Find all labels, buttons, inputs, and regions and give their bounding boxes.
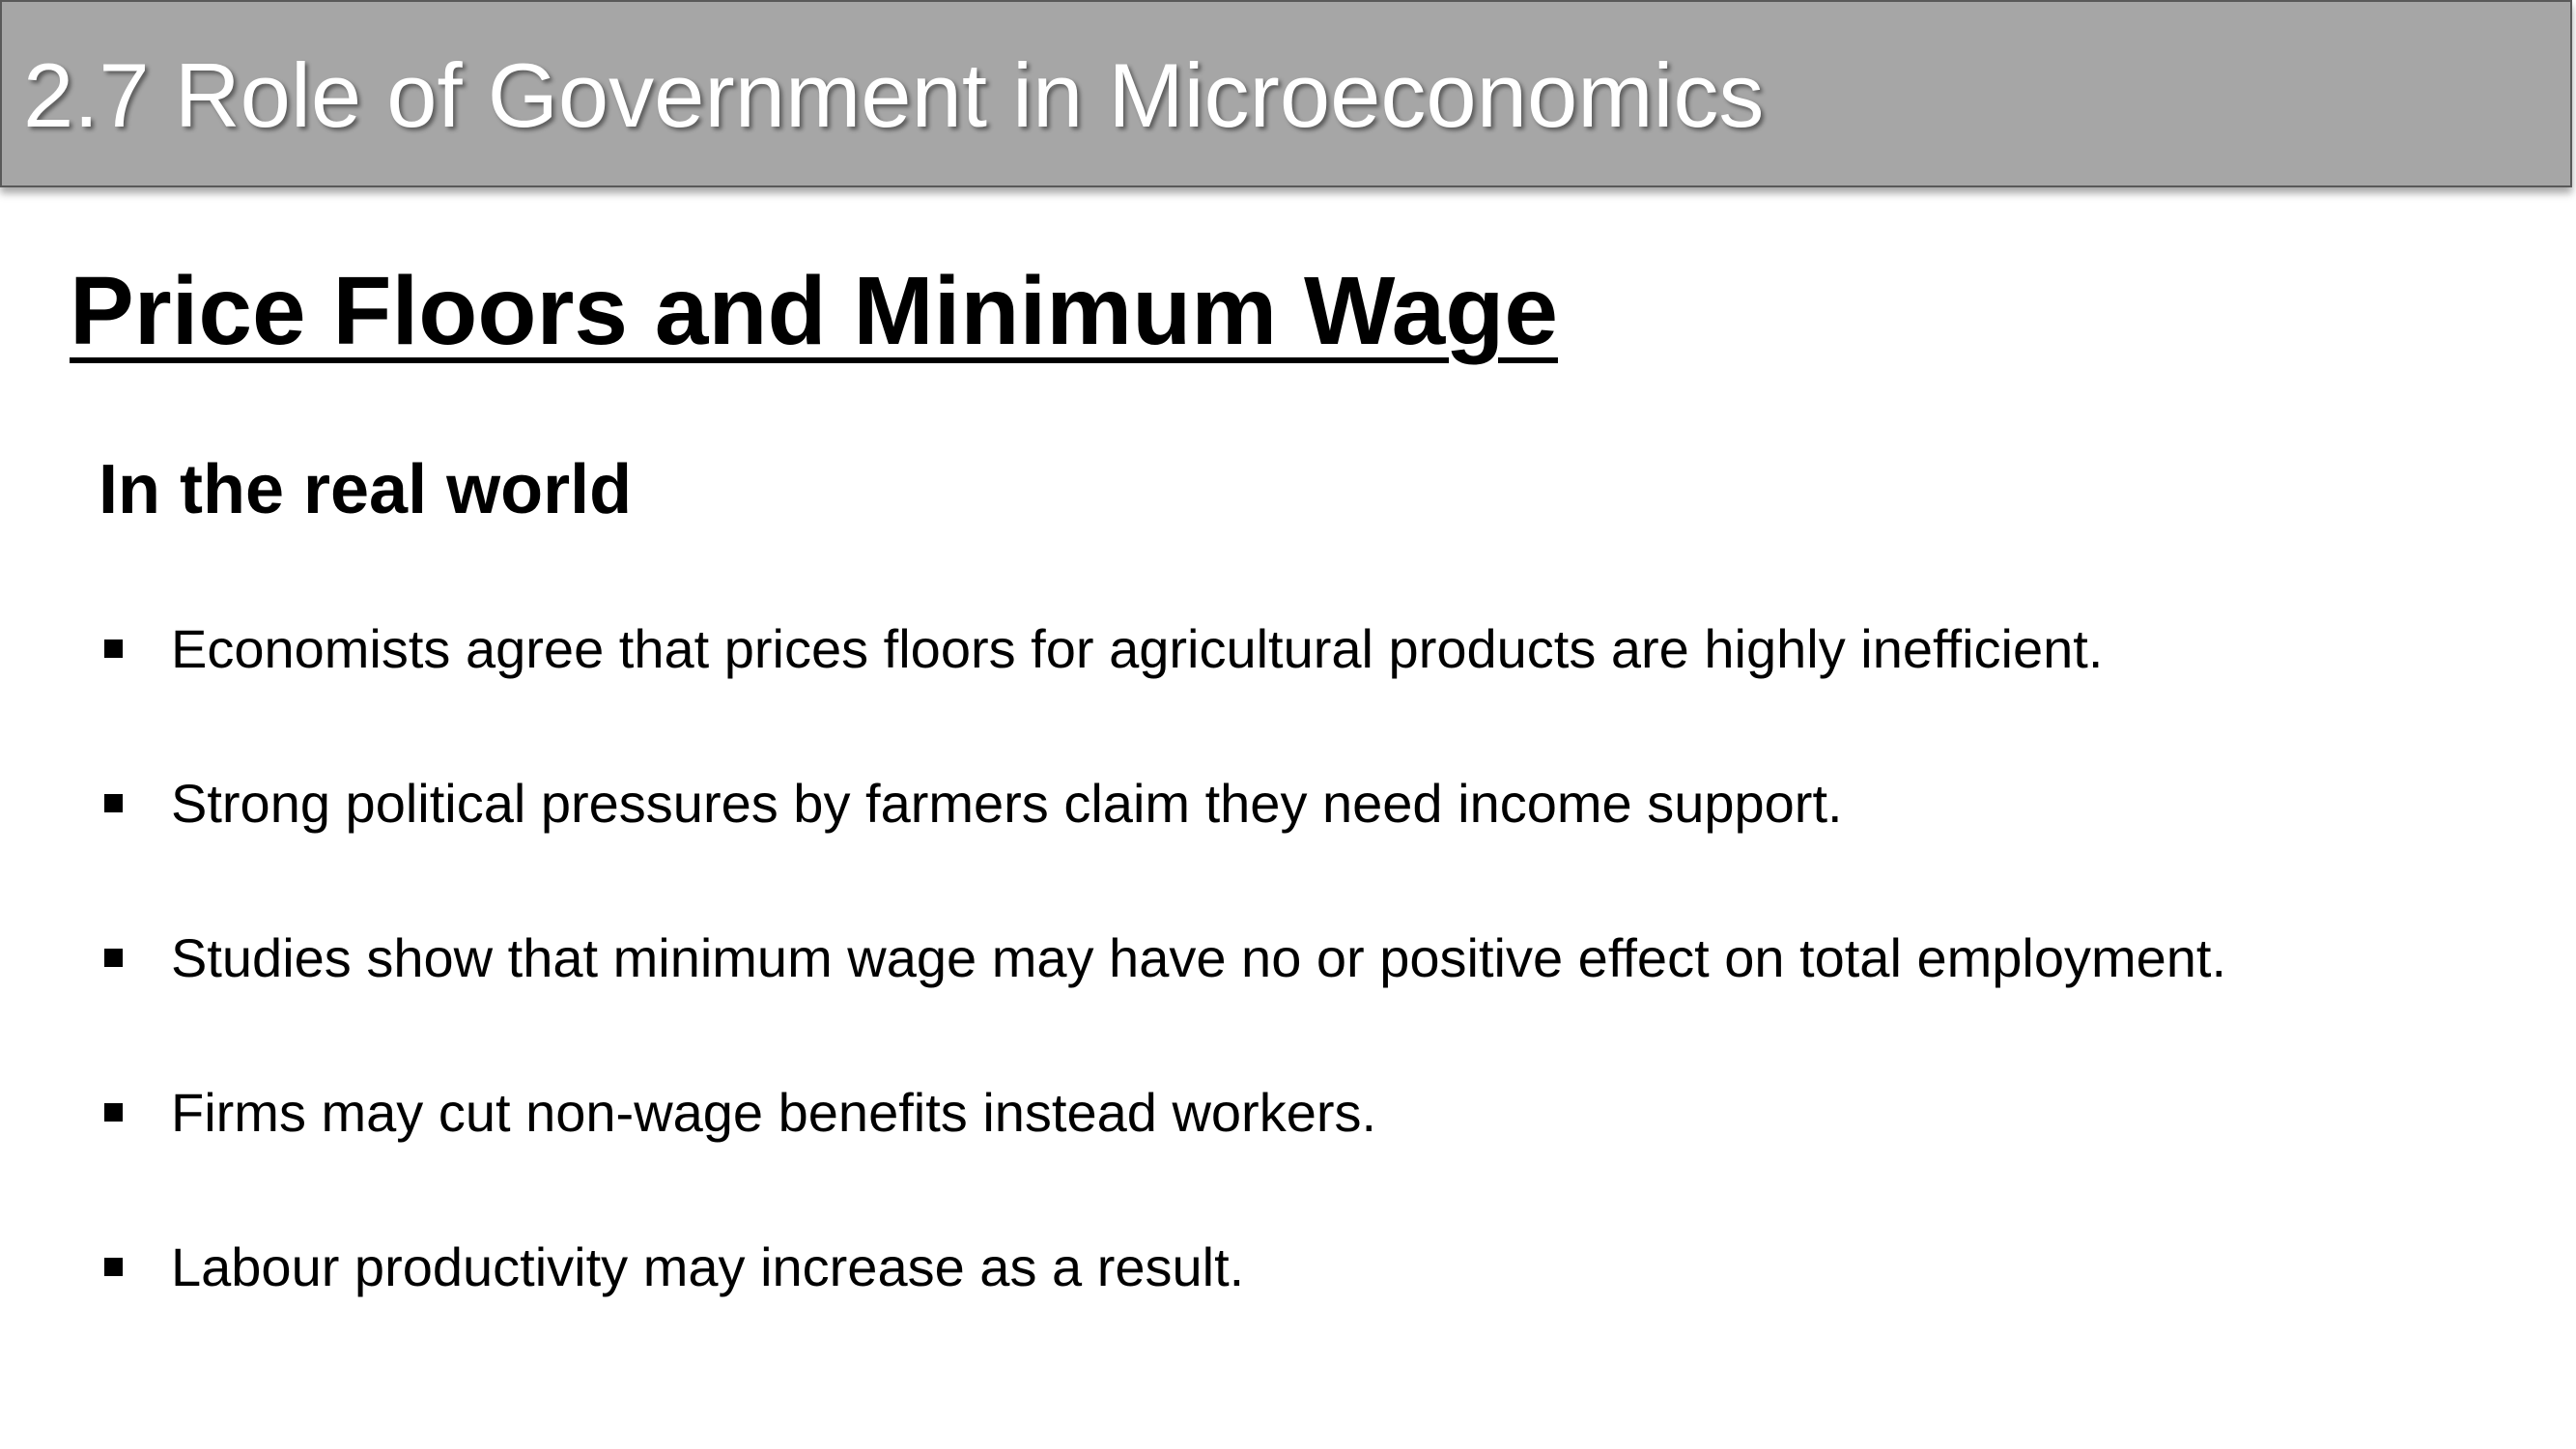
header-bar: 2.7 Role of Government in Microeconomics — [0, 0, 2572, 187]
bullet-text: Firms may cut non-wage benefits instead … — [171, 1082, 1377, 1143]
slide-title: 2.7 Role of Government in Microeconomics — [23, 44, 1765, 146]
bullet-item: Labour productivity may increase as a re… — [97, 1229, 2226, 1383]
bullet-text: Strong political pressures by farmers cl… — [171, 773, 1843, 834]
section-title: Price Floors and Minimum Wage — [70, 257, 1558, 365]
bullet-text: Economists agree that prices floors for … — [171, 618, 2104, 679]
square-bullet-icon — [104, 639, 123, 658]
square-bullet-icon — [104, 949, 123, 967]
bullet-item: Strong political pressures by farmers cl… — [97, 765, 2226, 920]
square-bullet-icon — [104, 794, 123, 812]
square-bullet-icon — [104, 1103, 123, 1122]
subheading: In the real world — [99, 451, 633, 528]
bullet-item: Firms may cut non-wage benefits instead … — [97, 1074, 2226, 1229]
bullet-item: Studies show that minimum wage may have … — [97, 920, 2226, 1074]
square-bullet-icon — [104, 1258, 123, 1276]
bullet-item: Economists agree that prices floors for … — [97, 611, 2226, 765]
bullet-text: Labour productivity may increase as a re… — [171, 1236, 1245, 1297]
bullet-list: Economists agree that prices floors for … — [97, 611, 2226, 1383]
bullet-text: Studies show that minimum wage may have … — [171, 927, 2227, 988]
